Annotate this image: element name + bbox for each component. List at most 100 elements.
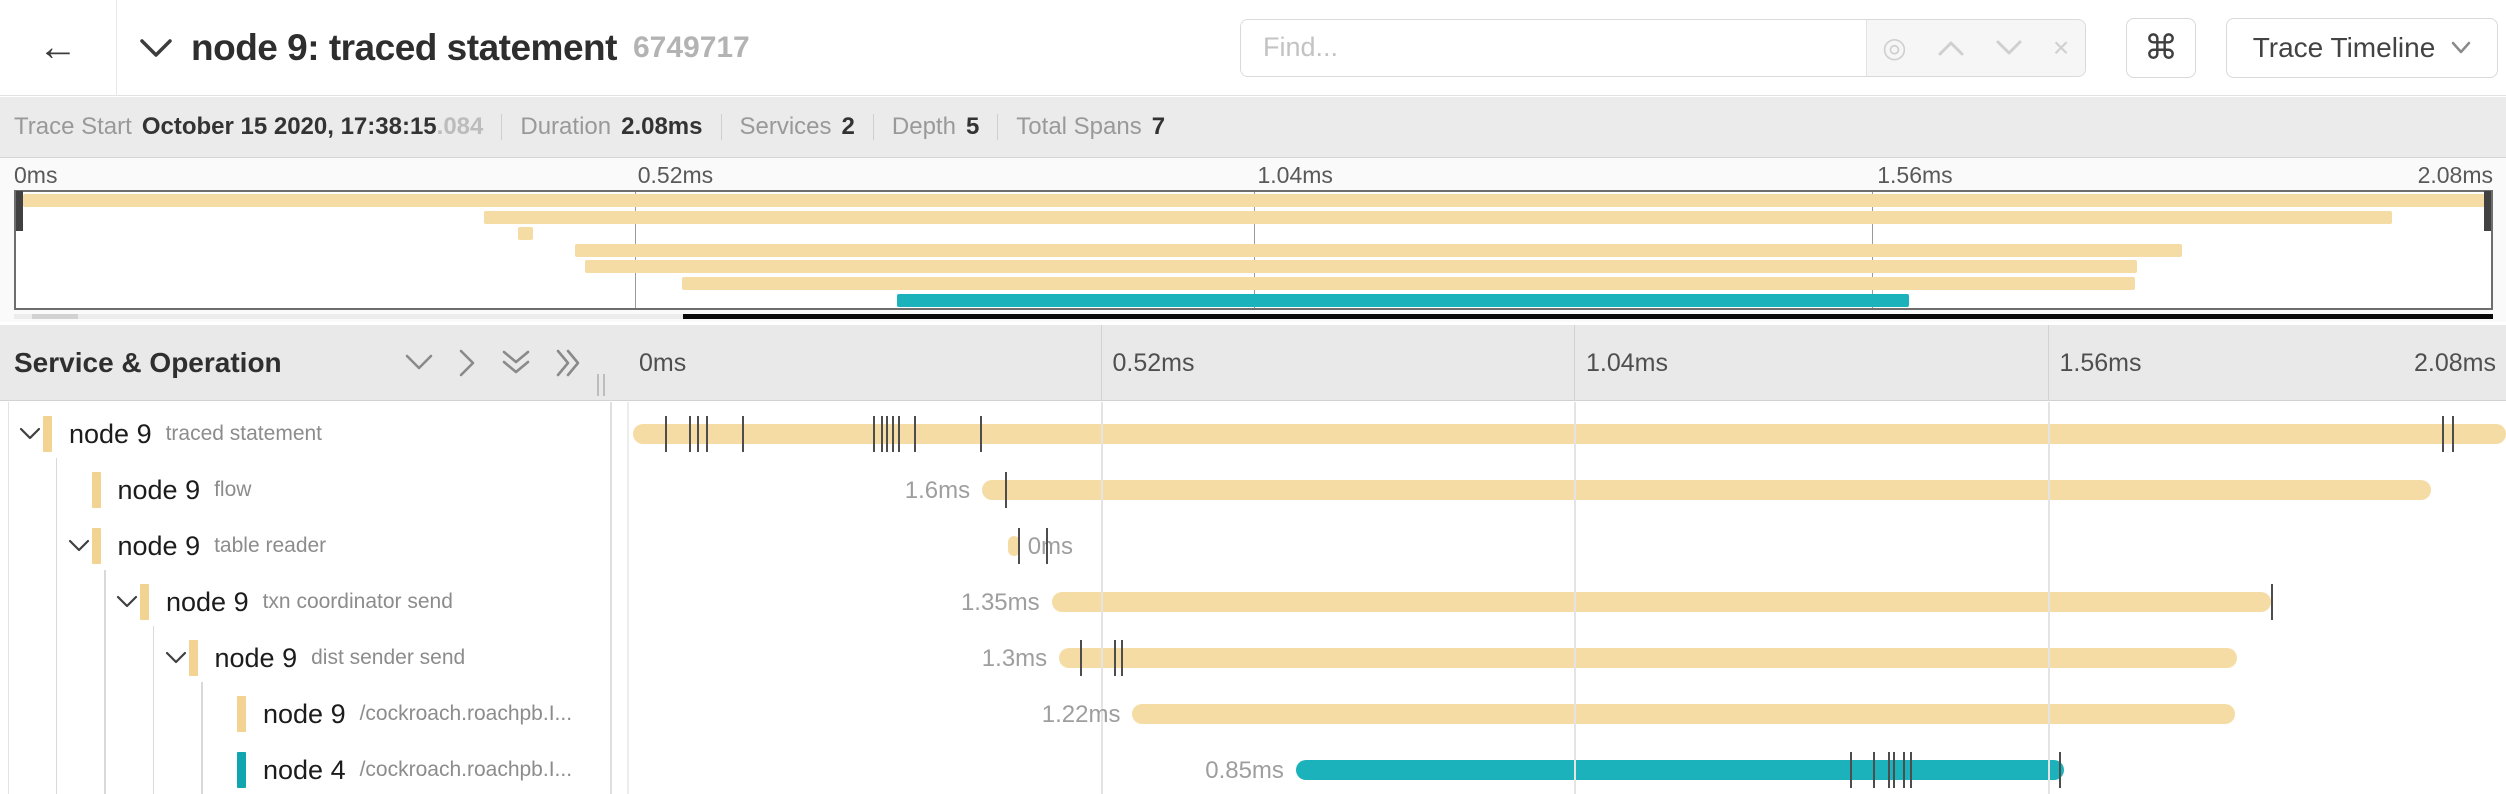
- find-next-icon[interactable]: [1996, 40, 2022, 56]
- service-color-swatch: [43, 416, 52, 452]
- minimap-span-bar[interactable]: [897, 293, 1910, 307]
- service-color-swatch: [237, 696, 246, 732]
- span-duration-bar[interactable]: [1132, 704, 2236, 724]
- span-log-tick: [1887, 752, 1890, 788]
- find-previous-icon[interactable]: [1938, 40, 1964, 56]
- minimap-span-bar[interactable]: [483, 210, 2392, 224]
- span-duration-bar[interactable]: [1059, 648, 2238, 668]
- minimap-scroll-track[interactable]: [14, 314, 2493, 319]
- span-tree-row[interactable]: node 9 traced statement: [0, 406, 610, 462]
- trace-collapse-toggle[interactable]: [139, 37, 173, 59]
- expand-all-icon[interactable]: [556, 349, 582, 377]
- summary-label: Depth: [891, 113, 956, 140]
- span-log-tick: [914, 416, 917, 452]
- minimap-tick-label: 1.04ms: [1257, 162, 1333, 188]
- minimap-scroll-range[interactable]: [683, 314, 2493, 319]
- span-bar-row[interactable]: [627, 406, 2506, 462]
- summary-value: 7: [1151, 113, 1166, 140]
- clear-search-icon[interactable]: ×: [2052, 31, 2070, 63]
- minimap-scroll-thumb[interactable]: [32, 314, 78, 319]
- minimap-span-bar[interactable]: [681, 277, 2135, 290]
- expand-one-icon[interactable]: [459, 349, 476, 377]
- span-duration-bar[interactable]: [1051, 592, 2272, 612]
- span-bar-row[interactable]: 0ms: [627, 518, 2506, 574]
- ruler-tick-label: 1.04ms: [1586, 349, 1668, 377]
- top-bar: ← node 9: traced statement 6749717 ◎ × ⌘: [0, 0, 2506, 96]
- summary-separator: [872, 114, 874, 140]
- span-tree-row[interactable]: node 9 txn coordinator send: [0, 574, 610, 630]
- span-bars-panel: 1.6ms 0ms 1.35ms 1.3ms 1.22ms 0.85ms: [612, 402, 2506, 794]
- span-collapse-chevron[interactable]: [114, 595, 140, 609]
- span-bars-plot: 1.6ms 0ms 1.35ms 1.3ms 1.22ms 0.85ms: [627, 402, 2506, 794]
- summary-value: 2.08ms: [621, 113, 703, 140]
- minimap-span-bar[interactable]: [518, 227, 534, 241]
- summary-label: Trace Start: [14, 113, 132, 140]
- span-log-tick: [664, 416, 667, 452]
- span-duration-bar[interactable]: [982, 480, 2431, 500]
- minimap-right-scrubber[interactable]: [2484, 191, 2491, 231]
- span-duration-label: 0ms: [1027, 533, 1074, 560]
- trace-view-selector[interactable]: Trace Timeline: [2226, 17, 2498, 78]
- operation-name: flow: [214, 478, 252, 501]
- service-color-swatch: [188, 640, 198, 676]
- span-duration-bar[interactable]: [1295, 760, 2065, 780]
- find-tools: ◎ ×: [1865, 19, 2085, 76]
- span-log-tick: [696, 416, 699, 452]
- trace-timeline-view: Service & Operation 0ms 0.52ms 1.04ms 1.56m…: [0, 322, 2506, 794]
- minimap-span-bar[interactable]: [23, 194, 2491, 207]
- span-log-tick: [2451, 416, 2454, 452]
- span-bar-row[interactable]: 1.3ms: [627, 630, 2506, 686]
- span-log-tick: [1902, 752, 1905, 788]
- ruler-tick-label: 0.52ms: [1112, 349, 1195, 377]
- span-log-tick: [1850, 752, 1853, 788]
- summary-label: Total Spans: [1016, 113, 1142, 140]
- ruler-tick-label: 0ms: [639, 349, 687, 377]
- span-bar-row[interactable]: 0.85ms: [627, 742, 2506, 794]
- span-tree-row[interactable]: node 9 dist sender send: [0, 630, 610, 686]
- service-color-swatch: [237, 752, 246, 788]
- minimap-span-row: [16, 293, 2491, 307]
- span-tree-row[interactable]: node 4/cockroach.roachpb.I...: [0, 742, 610, 794]
- minimap-canvas[interactable]: [14, 190, 2493, 310]
- span-duration-bar[interactable]: [1008, 536, 1020, 556]
- minimap-tick-label: 1.56ms: [1877, 162, 1953, 188]
- service-name: node 9: [263, 698, 346, 729]
- service-color-swatch: [140, 584, 149, 620]
- plot-gridline: [1574, 402, 1576, 794]
- summary-value-suffix: .084: [436, 113, 484, 140]
- collapse-all-icon[interactable]: [502, 350, 530, 376]
- view-selector-label: Trace Timeline: [2252, 31, 2436, 63]
- minimap-span-bar[interactable]: [575, 243, 2182, 257]
- tree-guide-line: [55, 458, 57, 794]
- find-input[interactable]: [1241, 19, 1866, 76]
- span-collapse-chevron[interactable]: [17, 427, 43, 441]
- span-log-tick: [1017, 528, 1020, 564]
- trace-summary-bar: Trace Start October 15 2020, 17:38:15.084…: [0, 97, 2506, 158]
- summary-value: 5: [965, 113, 980, 140]
- ruler-tick-label: 1.56ms: [2059, 349, 2142, 377]
- keyboard-shortcuts-button[interactable]: ⌘: [2126, 17, 2196, 78]
- column-resize-grabber[interactable]: [597, 374, 605, 396]
- operation-name: /cockroach.roachpb.I...: [359, 702, 573, 725]
- collapse-one-icon[interactable]: [405, 354, 433, 371]
- span-collapse-chevron[interactable]: [66, 539, 92, 553]
- ruler-gridline: [2047, 325, 2049, 400]
- span-tree-row[interactable]: node 9/cockroach.roachpb.I...: [0, 686, 610, 742]
- operation-name: dist sender send: [311, 646, 466, 669]
- span-tree-row[interactable]: node 9 table reader: [0, 518, 610, 574]
- plot-gridline: [627, 402, 629, 794]
- minimap-tick-label: 0ms: [14, 162, 58, 188]
- chevron-down-icon: [116, 595, 138, 608]
- back-button[interactable]: ←: [0, 0, 117, 96]
- minimap-span-bar[interactable]: [585, 260, 2138, 274]
- span-log-tick: [2442, 416, 2445, 452]
- span-bar-row[interactable]: 1.6ms: [627, 462, 2506, 518]
- span-bar-row[interactable]: 1.35ms: [627, 574, 2506, 630]
- span-bar-row[interactable]: 1.22ms: [627, 686, 2506, 742]
- span-collapse-chevron[interactable]: [163, 651, 189, 665]
- span-duration-label: 1.22ms: [1041, 701, 1121, 728]
- locate-icon[interactable]: ◎: [1882, 32, 1907, 63]
- find-group: ◎ ×: [1240, 18, 2086, 77]
- span-tree-row[interactable]: node 9 flow: [0, 462, 610, 518]
- minimap-left-scrubber[interactable]: [16, 191, 23, 231]
